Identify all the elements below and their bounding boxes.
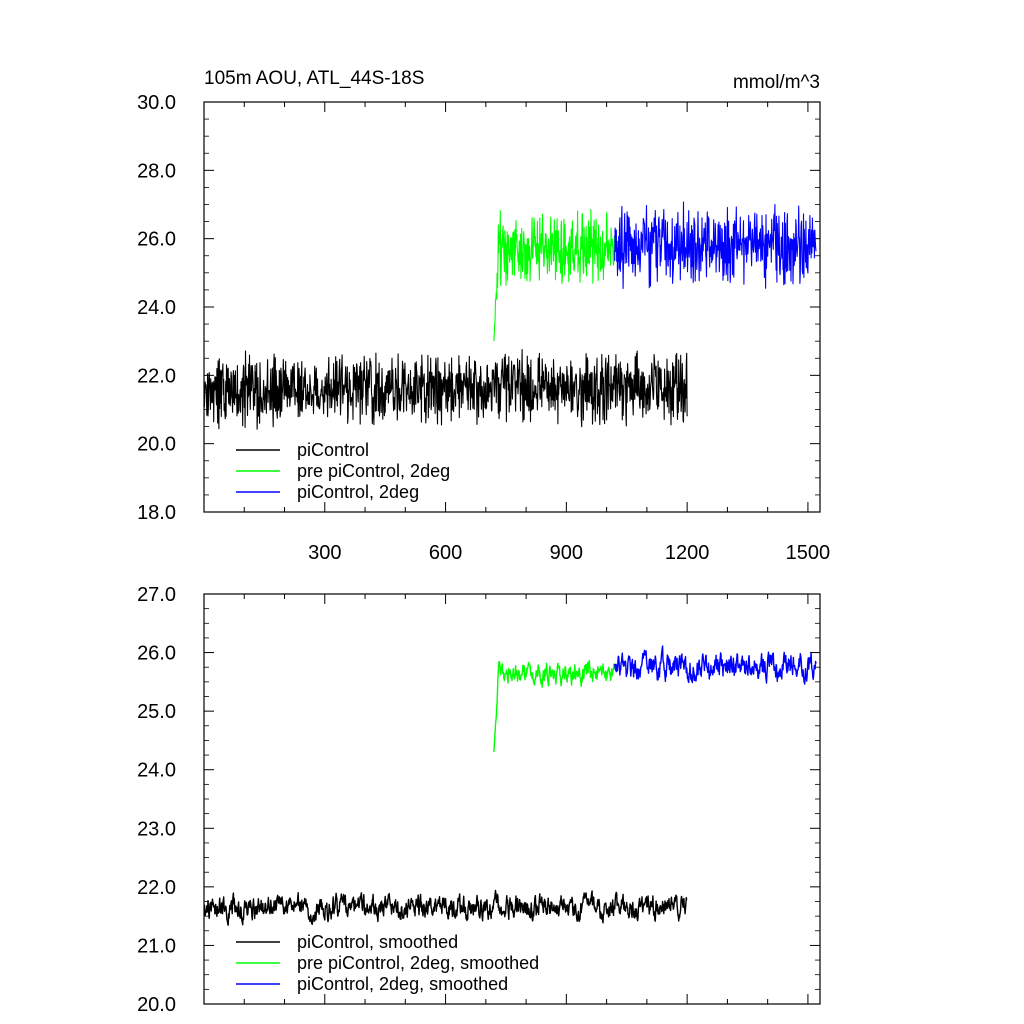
y-tick-label: 22.0 (137, 877, 176, 899)
legend-label: piControl, 2deg, smoothed (297, 974, 508, 994)
top-panel: 18.0 20.0 22.0 24.0 26.0 28.0 30.0 300 600 900 120… (137, 92, 830, 564)
legend-label: pre piControl, 2deg, smoothed (297, 953, 539, 973)
series-line-picontrol-2deg-smoothed (614, 645, 817, 685)
legend-label: piControl, 2deg (297, 482, 419, 502)
legend-label: pre piControl, 2deg (297, 461, 450, 481)
top-plot-frame (203, 101, 821, 513)
bottom-panel: 20.0 21.0 22.0 23.0 24.0 25.0 26.0 27.0 piContr… (137, 584, 821, 1016)
x-tick-label: 1200 (665, 542, 710, 564)
x-tick-label: 900 (550, 542, 583, 564)
y-tick-label: 26.0 (137, 643, 176, 665)
y-tick-label: 26.0 (137, 229, 176, 251)
series-line-pre-picontrol-2deg-smoothed (493, 659, 616, 753)
legend-label: piControl (297, 440, 369, 460)
units-label: mmol/m^3 (733, 72, 820, 93)
x-tick-label: 600 (429, 542, 462, 564)
series-line-picontrol-smoothed (203, 889, 688, 926)
series-line-pre-picontrol-2deg (493, 208, 616, 342)
y-tick-label: 20.0 (137, 994, 176, 1016)
y-tick-label: 25.0 (137, 701, 176, 723)
series-line-picontrol (203, 349, 688, 430)
y-tick-label: 24.0 (137, 760, 176, 782)
y-tick-label: 28.0 (137, 160, 176, 182)
y-tick-label: 27.0 (137, 584, 176, 606)
legend-label: piControl, smoothed (297, 932, 458, 952)
bottom-plot-frame (203, 593, 821, 1005)
x-tick-label: 300 (308, 542, 341, 564)
y-tick-label: 30.0 (137, 92, 176, 114)
x-tick-label: 1500 (786, 542, 831, 564)
y-tick-label: 20.0 (137, 434, 176, 456)
series-line-picontrol-2deg (614, 201, 817, 290)
chart-title: 105m AOU, ATL_44S-18S (204, 68, 424, 89)
y-tick-label: 18.0 (137, 502, 176, 524)
y-tick-label: 24.0 (137, 297, 176, 319)
y-tick-label: 21.0 (137, 935, 176, 957)
y-tick-label: 22.0 (137, 365, 176, 387)
y-tick-label: 23.0 (137, 818, 176, 840)
